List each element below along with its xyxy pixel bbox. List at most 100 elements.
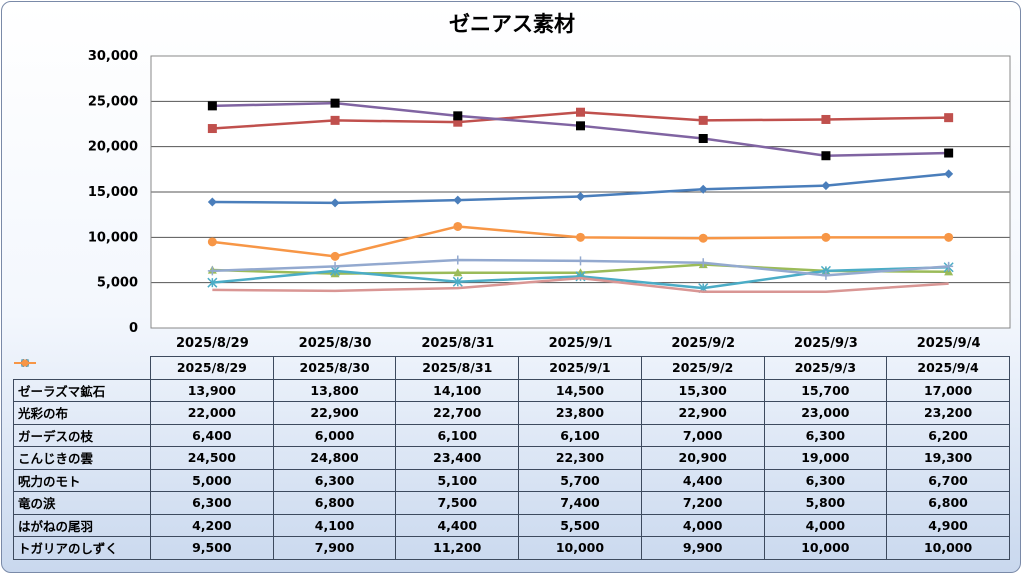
data-point-1	[821, 181, 831, 191]
table-cell: 4,000	[763, 513, 888, 537]
table-cell: 4,900	[886, 513, 1010, 537]
chart-title: ゼニアス素材	[449, 12, 575, 36]
table-cell: 4,400	[395, 513, 520, 537]
data-point-1	[207, 197, 217, 207]
series-name: こんじきの雲	[18, 451, 94, 467]
x-tick-label: 2025/8/30	[299, 336, 372, 351]
table-cell: 6,800	[272, 491, 397, 515]
y-tick-label: 25,000	[88, 94, 138, 109]
data-point-1	[698, 184, 708, 194]
table-column-header: 2025/8/31	[395, 356, 520, 380]
table-cell: 17,000	[886, 378, 1010, 402]
table-cell: 15,300	[640, 378, 765, 402]
table-cell: 6,300	[763, 423, 888, 447]
data-point-4	[576, 121, 585, 131]
series-name: トガリアのしずく	[18, 541, 118, 557]
table-cell: 22,900	[272, 401, 397, 425]
table-cell: 5,000	[150, 468, 274, 492]
series-name: ガーデスの枝	[18, 428, 94, 444]
data-point-6	[207, 266, 217, 276]
table-cell: 5,700	[518, 468, 642, 492]
series-legend-label: ガーデスの枝	[13, 359, 151, 447]
data-point-8	[821, 232, 831, 242]
table-cell: 7,900	[272, 536, 397, 560]
table-cell: 7,000	[640, 423, 765, 447]
data-point-2	[576, 107, 585, 117]
x-tick-label: 2025/9/3	[794, 336, 858, 351]
data-point-2	[821, 114, 831, 124]
table-cell: 10,000	[763, 536, 888, 560]
data-point-6	[821, 270, 831, 280]
data-point-8	[698, 233, 708, 243]
table-cell: 19,300	[886, 446, 1010, 470]
table-column-header: 2025/9/1	[518, 356, 642, 380]
table-header-row: 2025/8/29 2025/8/30 2025/8/31 2025/9/1 2025/…	[13, 356, 1010, 380]
data-point-4	[821, 151, 831, 161]
series-name: 竜の涙	[18, 496, 56, 512]
data-point-5	[452, 276, 463, 287]
table-cell: 6,700	[886, 468, 1010, 492]
data-point-1	[330, 198, 340, 208]
series-legend-label: 光彩の布	[13, 359, 151, 425]
y-tick-label: 15,000	[88, 185, 138, 200]
x-tick-label: 2025/8/31	[421, 336, 494, 351]
table-cell: 22,300	[518, 446, 642, 470]
table-cell: 9,900	[640, 536, 765, 560]
data-point-8	[330, 251, 340, 261]
table-cell: 10,000	[886, 536, 1010, 560]
table-cell: 24,500	[150, 446, 274, 470]
table-cell: 6,800	[886, 491, 1010, 515]
x-tick-label: 2025/9/2	[671, 336, 735, 351]
data-point-2	[698, 115, 708, 125]
table-cell: 14,500	[518, 378, 642, 402]
line-chart: 0 5,000 10,000 15,000 20,000 25,000 30,000 2025…	[88, 49, 1011, 351]
table-cell: 6,400	[150, 423, 274, 447]
data-point-2	[330, 115, 340, 125]
table-cell: 6,300	[150, 491, 274, 515]
table-cell: 13,900	[150, 378, 274, 402]
series-name: 呪力のモト	[18, 473, 81, 489]
table-cell: 7,400	[518, 491, 642, 515]
table-column-header: 2025/9/4	[886, 356, 1010, 380]
x-tick-label: 2025/9/1	[549, 336, 613, 351]
table-cell: 24,800	[272, 446, 397, 470]
table-row: 竜の涙 6,300 6,800 7,500 7,400 7,200 5,800 6,800	[13, 359, 1010, 515]
data-point-1	[944, 169, 954, 179]
series-legend-label: トガリアのしずく	[13, 359, 151, 560]
plot-border	[150, 55, 1011, 329]
table-cell: 13,800	[272, 378, 397, 402]
table-cell: 22,700	[395, 401, 520, 425]
y-tick-label: 5,000	[97, 276, 138, 291]
x-tick-label: 2025/8/29	[176, 336, 249, 351]
data-point-3	[453, 268, 463, 277]
data-point-2	[207, 124, 217, 134]
data-point-4	[207, 101, 217, 111]
table-cell: 14,100	[395, 378, 520, 402]
table-cell: 19,000	[763, 446, 888, 470]
data-point-4	[453, 111, 463, 121]
table-cell: 7,200	[640, 491, 765, 515]
table-cell: 23,800	[518, 401, 642, 425]
data-point-4	[330, 98, 340, 108]
data-point-4	[944, 148, 954, 158]
table-row: 光彩の布 22,000 22,900 22,700 23,800 22,900 23,000…	[13, 359, 1010, 425]
series-legend-label: ゼーラズマ鉱石	[13, 359, 151, 402]
table-cell: 4,400	[640, 468, 765, 492]
table-cell: 5,100	[395, 468, 520, 492]
y-tick-label: 0	[129, 321, 138, 336]
table-cell: 7,500	[395, 491, 520, 515]
data-point-2	[944, 113, 954, 123]
table-column-header: 2025/8/29	[150, 356, 274, 380]
table-cell: 4,000	[640, 513, 765, 537]
table-cell: 11,200	[395, 536, 520, 560]
data-point-8	[944, 232, 954, 242]
series-legend-label: こんじきの雲	[13, 359, 151, 470]
series-name: ゼーラズマ鉱石	[18, 383, 106, 399]
table-row: 呪力のモト 5,000 6,300 5,100 5,700 4,400 6,300 6,700	[13, 358, 1010, 492]
table-column-header: 2025/9/3	[763, 356, 888, 380]
table-cell: 5,500	[518, 513, 642, 537]
data-point-4	[698, 134, 708, 144]
table-row: はがねの尾羽 4,200 4,100 4,400 5,500 4,000 4,000 4,90…	[13, 361, 1010, 537]
y-tick-label: 20,000	[88, 140, 138, 155]
table-cell: 6,100	[518, 423, 642, 447]
